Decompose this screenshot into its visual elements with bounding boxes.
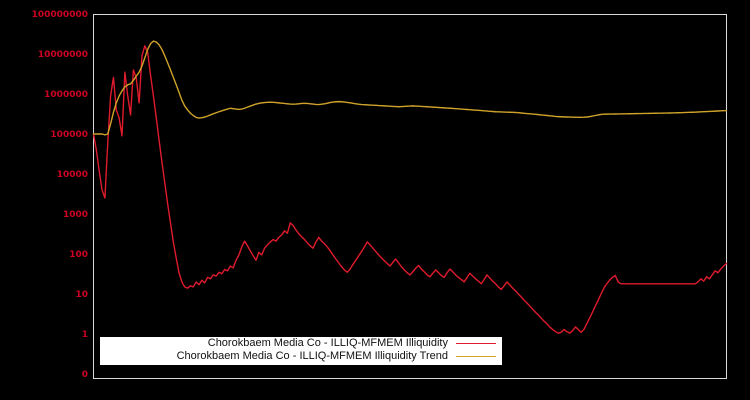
y-axis-tick-labels: 1000000001000000010000001000001000010001…: [32, 10, 88, 380]
legend-label-illiquidity: Chorokbaem Media Co - ILLIQ-MFMEM Illiqu…: [207, 337, 448, 349]
series-line-illiquidity-trend: [92, 40, 728, 136]
legend-label-illiquidity-trend: Chorokbaem Media Co - ILLIQ-MFMEM Illiqu…: [176, 350, 448, 362]
series-line-illiquidity: [92, 45, 728, 334]
legend-entry-illiquidity-trend: Chorokbaem Media Co - ILLIQ-MFMEM Illiqu…: [100, 350, 502, 363]
y-tick-label: 0: [82, 370, 88, 380]
y-tick-label: 10000000: [38, 50, 88, 60]
y-tick-label: 10: [75, 290, 88, 300]
y-tick-label: 100: [69, 250, 88, 260]
y-tick-label: 1000: [63, 210, 88, 220]
legend-entry-illiquidity: Chorokbaem Media Co - ILLIQ-MFMEM Illiqu…: [100, 337, 502, 350]
plot-frame: [93, 14, 727, 379]
y-tick-label: 100000: [50, 130, 88, 140]
legend-swatch-illiquidity: [456, 343, 496, 344]
y-tick-label: 100000000: [32, 10, 88, 20]
legend-swatch-illiquidity-trend: [456, 356, 496, 357]
y-tick-label: 1000000: [44, 90, 88, 100]
chart-legend: Chorokbaem Media Co - ILLIQ-MFMEM Illiqu…: [100, 337, 502, 365]
series-lines: [92, 40, 728, 334]
y-tick-label: 10000: [57, 170, 88, 180]
y-tick-label: 1: [82, 330, 88, 340]
